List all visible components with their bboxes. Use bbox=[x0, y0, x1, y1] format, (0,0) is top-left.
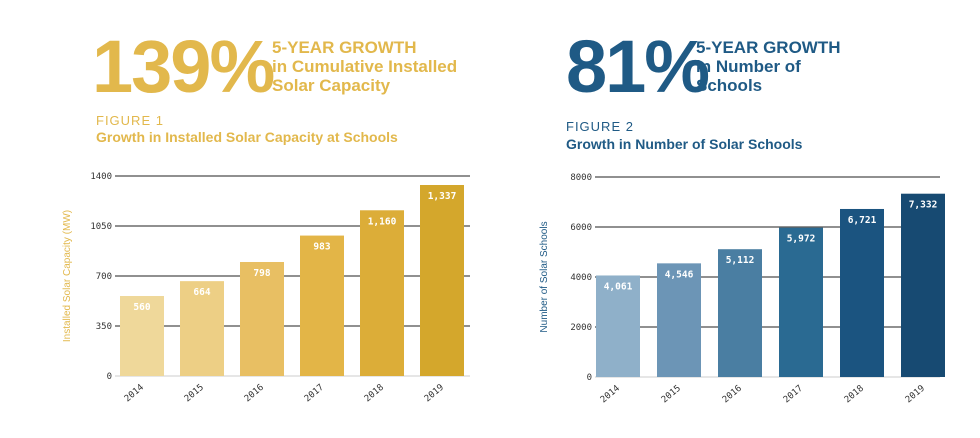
data-label: 5,972 bbox=[787, 234, 816, 245]
figure-title: Growth in Number of Solar Schools bbox=[566, 136, 803, 152]
bar bbox=[420, 185, 464, 376]
x-tick-label: 2014 bbox=[599, 384, 622, 406]
caption-line: 5-YEAR GROWTH bbox=[272, 38, 417, 57]
caption-line: Solar Capacity bbox=[272, 76, 391, 95]
data-label: 664 bbox=[193, 287, 210, 298]
x-tick-label: 2017 bbox=[303, 383, 326, 405]
bar bbox=[718, 249, 762, 377]
y-tick-label: 700 bbox=[96, 272, 112, 282]
y-tick-label: 4000 bbox=[570, 273, 592, 283]
data-label: 1,337 bbox=[428, 191, 457, 202]
y-tick-label: 0 bbox=[107, 372, 112, 382]
capacity-growth-caption: 5-YEAR GROWTH in Cumulative Installed So… bbox=[272, 38, 457, 95]
data-label: 798 bbox=[253, 268, 270, 279]
left-panel: 139% 5-YEAR GROWTH in Cumulative Install… bbox=[62, 25, 470, 405]
y-tick-label: 8000 bbox=[570, 173, 592, 183]
x-tick-label: 2014 bbox=[123, 383, 146, 405]
bar bbox=[180, 281, 224, 376]
bar bbox=[300, 235, 344, 376]
x-tick-label: 2019 bbox=[423, 383, 446, 405]
figure-label: FIGURE 2 bbox=[566, 119, 634, 134]
data-label: 560 bbox=[133, 302, 150, 313]
x-tick-label: 2015 bbox=[183, 383, 206, 405]
y-axis-label: Installed Solar Capacity (MW) bbox=[62, 210, 73, 342]
bar bbox=[360, 210, 404, 376]
y-tick-label: 0 bbox=[587, 373, 592, 383]
capacity-growth-percent: 139% bbox=[92, 25, 275, 108]
x-tick-label: 2016 bbox=[243, 383, 266, 405]
figure-label: FIGURE 1 bbox=[96, 113, 164, 128]
schools-bar-chart: 0 2000 4000 6000 8000 Number of Solar Schools… bbox=[539, 173, 945, 406]
x-tick-label: 2015 bbox=[660, 384, 683, 406]
x-tick-label: 2017 bbox=[782, 384, 805, 406]
data-label: 6,721 bbox=[848, 215, 877, 226]
caption-line: 5-YEAR GROWTH bbox=[696, 38, 841, 57]
bar bbox=[657, 263, 701, 377]
data-label: 1,160 bbox=[368, 216, 397, 227]
y-tick-label: 1050 bbox=[90, 222, 112, 232]
caption-line: Schools bbox=[696, 76, 763, 95]
data-label: 7,332 bbox=[909, 200, 938, 211]
data-label: 4,061 bbox=[604, 281, 633, 292]
data-label: 983 bbox=[313, 242, 330, 253]
figure-title: Growth in Installed Solar Capacity at Sc… bbox=[96, 129, 398, 145]
bar bbox=[596, 275, 640, 377]
data-label: 5,112 bbox=[726, 255, 755, 266]
caption-line: in Cumulative Installed bbox=[272, 57, 458, 76]
data-label: 4,546 bbox=[665, 269, 694, 280]
y-tick-label: 2000 bbox=[570, 323, 592, 333]
bar bbox=[779, 227, 823, 377]
y-axis-label: Number of Solar Schools bbox=[539, 221, 550, 332]
x-tick-label: 2019 bbox=[904, 384, 927, 406]
bar bbox=[240, 262, 284, 376]
caption-line: in Number of bbox=[696, 57, 801, 76]
y-tick-label: 350 bbox=[96, 322, 112, 332]
bar bbox=[120, 296, 164, 376]
x-tick-label: 2016 bbox=[721, 384, 744, 406]
capacity-bar-chart: 0 350 700 1050 1400 Installed Solar Capacity … bbox=[62, 172, 470, 405]
y-tick-label: 1400 bbox=[90, 172, 112, 182]
x-tick-label: 2018 bbox=[843, 384, 866, 406]
x-tick-label: 2018 bbox=[363, 383, 386, 405]
y-tick-label: 6000 bbox=[570, 223, 592, 233]
schools-growth-caption: 5-YEAR GROWTH in Number of Schools bbox=[696, 38, 841, 95]
bar bbox=[901, 193, 945, 377]
right-panel: 81% 5-YEAR GROWTH in Number of Schools F… bbox=[490, 0, 980, 438]
bar bbox=[840, 208, 884, 377]
schools-growth-percent: 81% bbox=[566, 25, 710, 108]
